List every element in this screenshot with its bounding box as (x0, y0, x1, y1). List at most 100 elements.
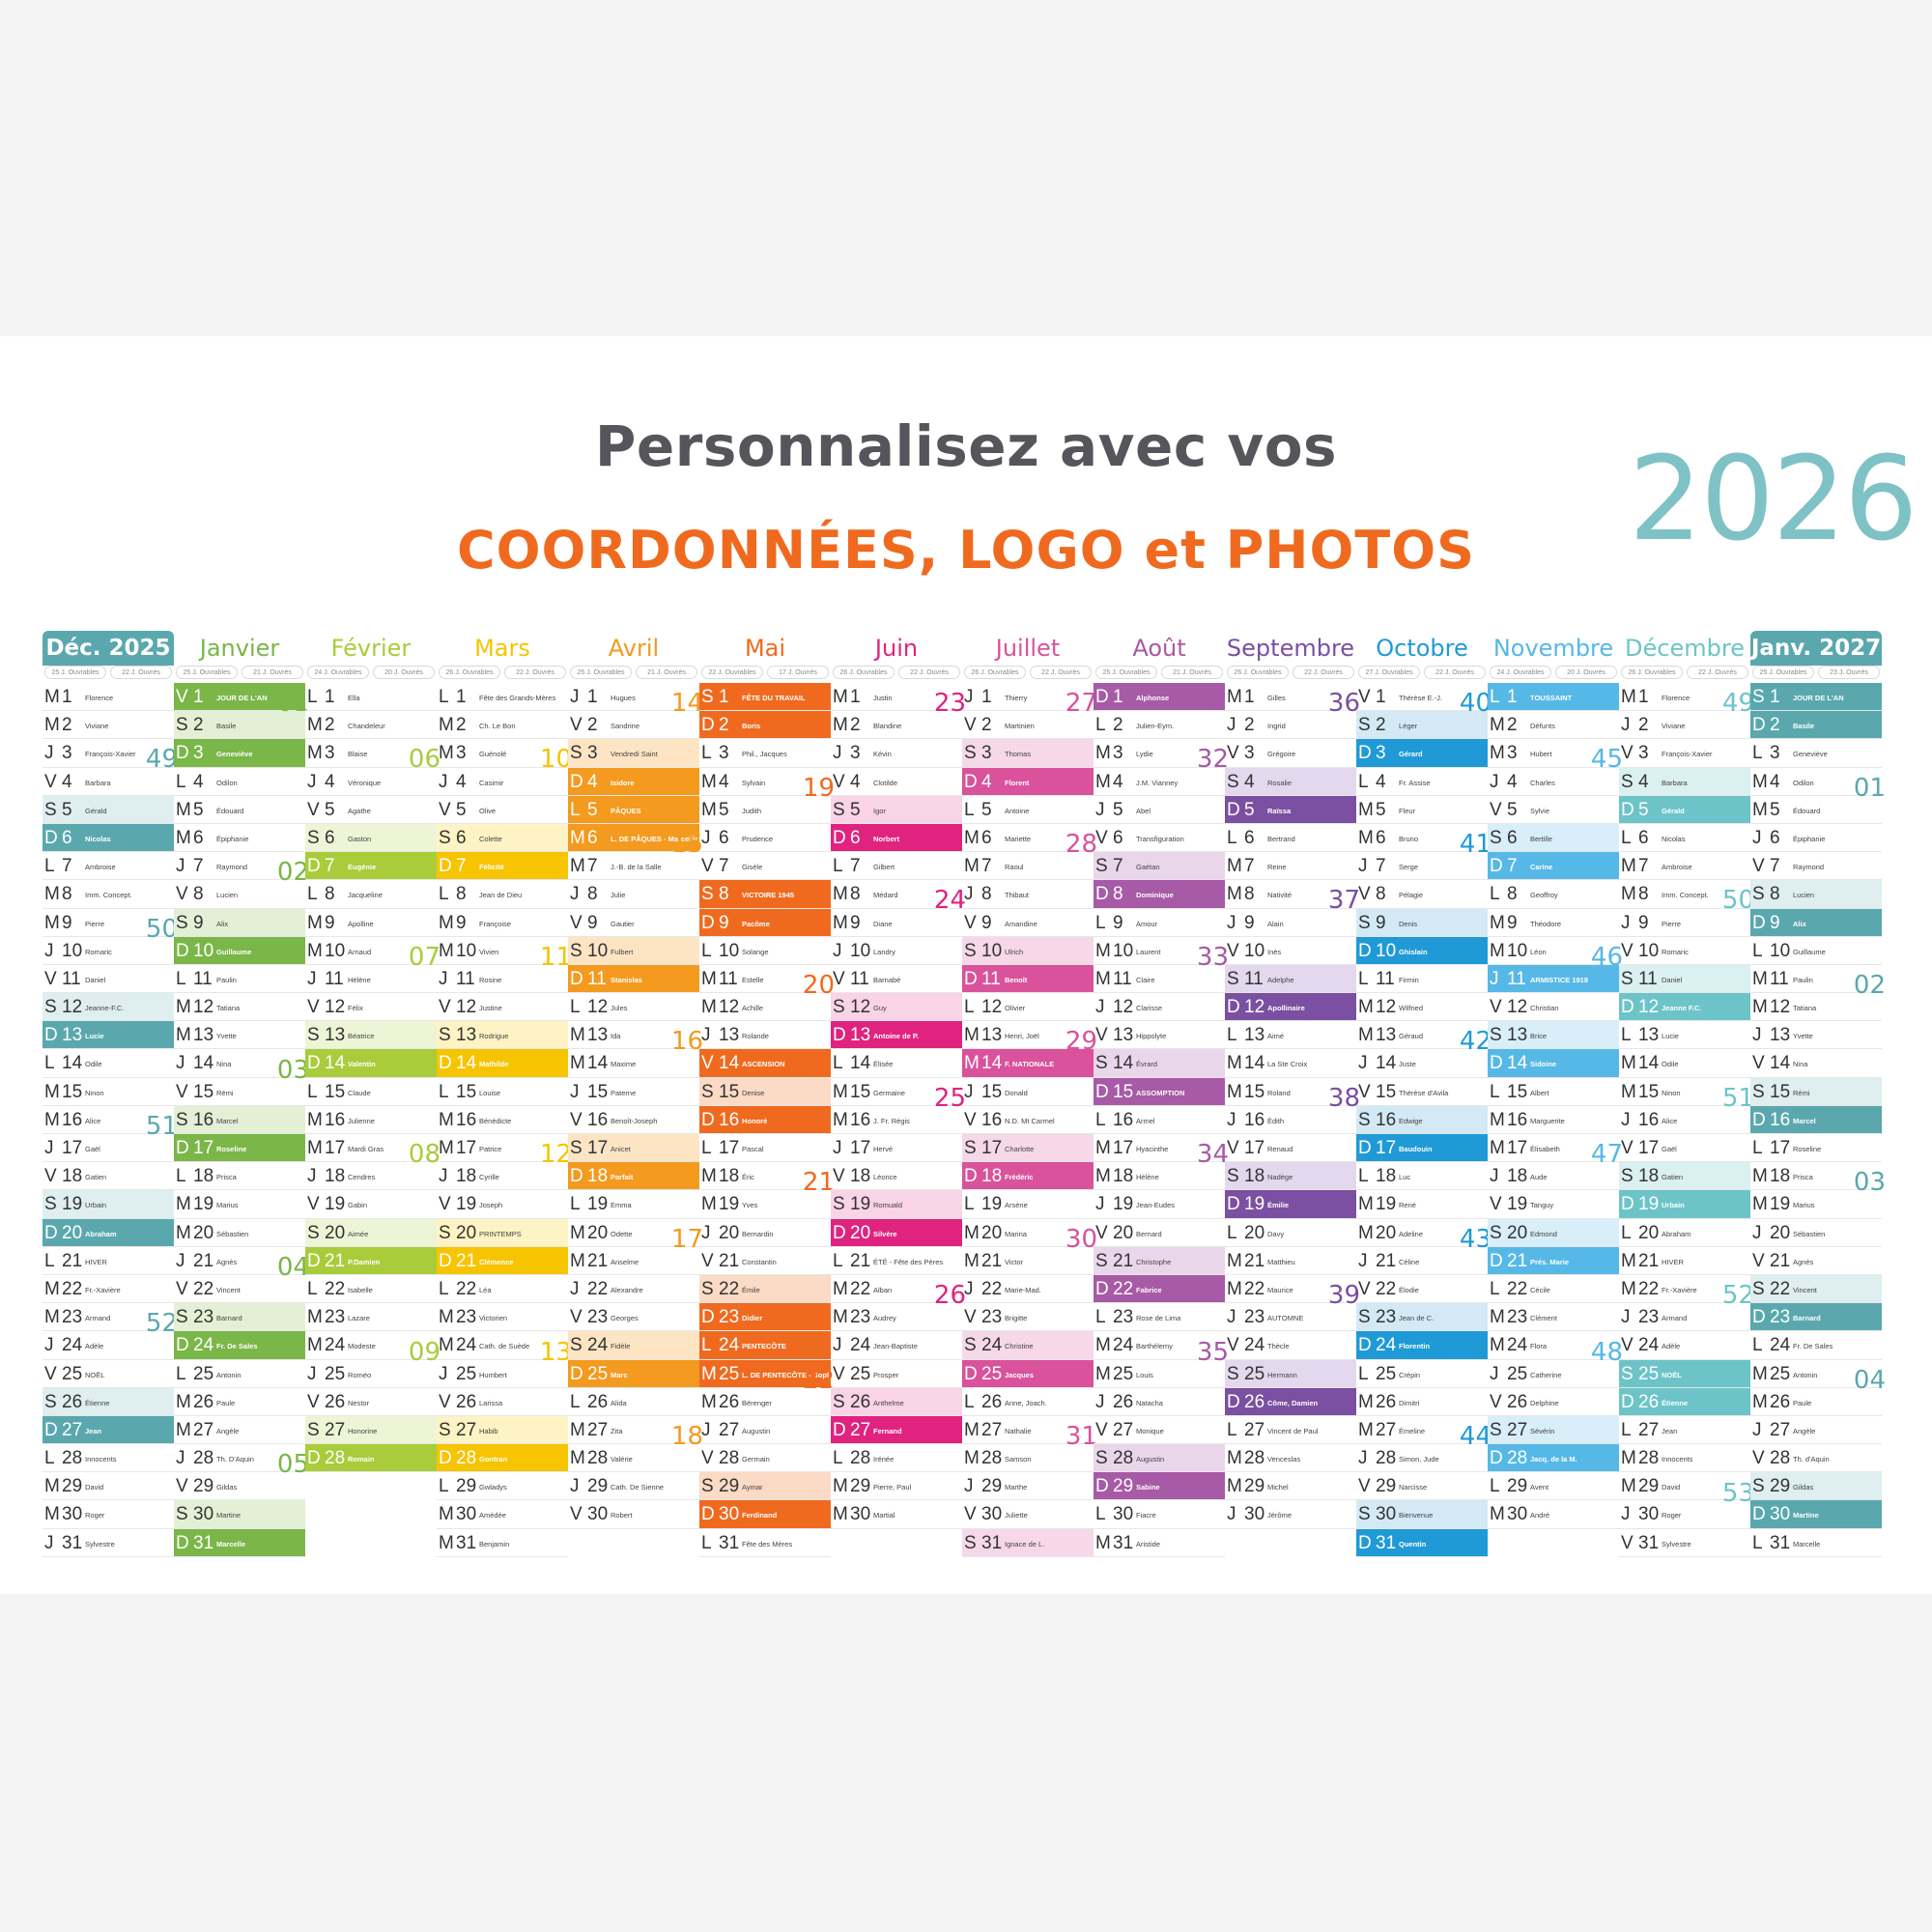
day-row: L 4 Odilon (174, 768, 305, 796)
saint-name: Luc (1399, 1173, 1411, 1182)
saint-name: Edwige (1399, 1116, 1423, 1125)
saint-name: Florence (85, 694, 114, 702)
saint-name: Marthe (1005, 1483, 1028, 1492)
day-number: 22 (1507, 1278, 1528, 1299)
weekday-letter: M (439, 1307, 454, 1328)
week-number: 46 (1590, 942, 1623, 972)
saint-name: Romaric (85, 947, 112, 956)
saint-name: L. DE PÂQUES - Marcellin (611, 834, 697, 843)
day-list: L 1 Fête des Grands-Mères M 2 Ch. Le Bon M 3 Gué… (437, 683, 568, 1557)
weekday-letter: D (439, 1250, 452, 1271)
weekday-letter: S (1621, 1166, 1634, 1187)
saint-name: Fiacre (1136, 1511, 1156, 1520)
saint-name: Sylvie (1530, 806, 1550, 815)
day-row: M 1 Gilles (1225, 683, 1356, 712)
day-row: M 25 L. DE PENTECÔTE - Sophie (699, 1359, 831, 1388)
day-row: D 26 Étienne (1619, 1387, 1750, 1416)
saint-name: Antonin (1793, 1370, 1818, 1379)
weekday-letter: S (1358, 1307, 1371, 1328)
weekday-letter: V (701, 1250, 714, 1271)
weekday-letter: D (1752, 1109, 1766, 1130)
saint-name: ÉTÉ - Fête des Pères (873, 1257, 944, 1266)
weekday-letter: M (176, 1391, 191, 1412)
day-number: 5 (587, 799, 598, 820)
weekday-letter: M (1621, 687, 1636, 707)
day-number: 12 (981, 997, 1003, 1018)
weekday-letter: M (307, 940, 323, 961)
day-row: J 7 Serge (1356, 852, 1488, 881)
day-row: D 25 Marc (568, 1359, 699, 1388)
day-row: M 29 David (43, 1472, 174, 1501)
day-row: M 2 Blandine (831, 711, 962, 740)
day-row: M 21 Matthieu (1225, 1247, 1356, 1275)
saint-name: Fr. De Sales (1793, 1342, 1833, 1351)
day-row: M 5 Édouard (1750, 796, 1882, 824)
month-title: Avril (608, 635, 660, 662)
day-number: 27 (587, 1419, 609, 1440)
saint-name: Léonce (873, 1173, 897, 1182)
saint-name: Angèle (1793, 1426, 1816, 1435)
saint-name: Anthelme (873, 1398, 904, 1407)
saint-name: Élisabeth (1530, 1145, 1560, 1153)
day-number: 21 (587, 1250, 609, 1271)
weekday-letter: J (570, 1278, 580, 1299)
saint-name: Gatien (85, 1173, 107, 1182)
day-row: D 14 Valentin (305, 1049, 437, 1078)
day-number: 16 (981, 1109, 1003, 1130)
weekday-letter: V (1358, 1278, 1371, 1299)
saint-name: Baudouin (1399, 1145, 1433, 1153)
weekday-letter: M (570, 1222, 585, 1243)
saint-name: Serge (1399, 863, 1419, 872)
day-number: 25 (1113, 1363, 1134, 1384)
weekday-letter: M (1227, 1448, 1242, 1469)
day-row: V 16 N.D. Mt Carmel (962, 1106, 1094, 1134)
day-row: J 5 Abel (1094, 796, 1225, 824)
weekday-letter: S (701, 687, 714, 707)
weekday-letter: M (701, 1363, 717, 1384)
weekday-letter: M (1227, 687, 1242, 707)
saint-name: Sylvestre (1662, 1539, 1691, 1548)
day-number: 5 (325, 799, 335, 820)
month-column: Juillet 26 J. Ouvrables 22 J. Ouvrés J 1 Thie… (962, 631, 1097, 1558)
day-number: 13 (719, 1025, 740, 1046)
weekday-letter: D (1490, 1053, 1503, 1074)
weekday-letter: J (964, 884, 974, 905)
weekday-letter: D (1358, 1335, 1372, 1356)
weekday-letter: S (439, 1025, 451, 1046)
day-number: 2 (1376, 715, 1386, 736)
day-row: J 25 Roméo (305, 1360, 437, 1388)
weekday-letter: M (1752, 771, 1768, 792)
day-row: S 30 Martine (174, 1500, 305, 1529)
day-number: 31 (1770, 1532, 1791, 1553)
day-row: M 1 Florence (43, 683, 174, 712)
day-row: D 29 Sabine (1094, 1472, 1225, 1501)
day-number: 29 (1113, 1476, 1134, 1497)
saint-name: Tatiana (1793, 1004, 1817, 1013)
saint-name: Ulrich (1005, 947, 1024, 956)
weekday-letter: D (1621, 997, 1634, 1018)
day-row: V 18 Léonce (831, 1162, 962, 1191)
day-number: 8 (1638, 884, 1649, 905)
day-row: M 10 Vivien (437, 937, 568, 965)
saint-name: Jean (1662, 1426, 1678, 1435)
day-number: 20 (62, 1222, 83, 1243)
weekday-letter: S (44, 799, 57, 820)
weekday-letter: L (307, 884, 318, 905)
saint-name: Maurice (1267, 1285, 1293, 1294)
day-row: M 16 J. Fr. Régis (831, 1106, 962, 1134)
saint-name: J.M. Vianney (1136, 778, 1179, 787)
saint-name: Bernardin (742, 1229, 774, 1238)
day-row: M 30 Roger (43, 1500, 174, 1529)
weekday-letter: J (44, 743, 54, 764)
workdays-pill: 22 J. Ouvrés (898, 666, 960, 679)
month-column: Janvier 25 J. Ouvrables 21 J. Ouvrés V 1 JOUR… (174, 631, 309, 1558)
weekday-letter: M (1227, 1476, 1242, 1497)
weekday-letter: M (1621, 1250, 1636, 1271)
saint-name: Clément (1530, 1314, 1557, 1323)
weekday-letter: M (1621, 1476, 1636, 1497)
day-number: 5 (1507, 799, 1518, 820)
saint-name: Ambroise (1662, 863, 1692, 872)
day-number: 10 (1376, 940, 1397, 961)
weekday-letter: M (1227, 856, 1242, 877)
day-number: 9 (719, 912, 729, 933)
